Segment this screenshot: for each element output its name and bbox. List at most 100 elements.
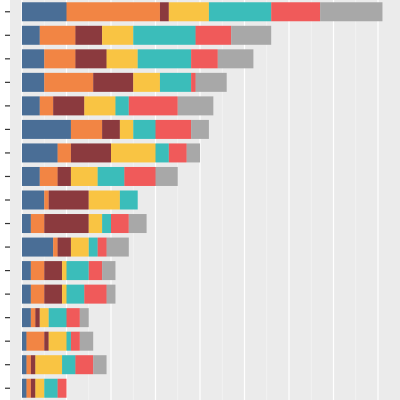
bar-segment: [22, 237, 54, 257]
bar-segment: [124, 166, 156, 186]
bar-segment: [30, 378, 36, 398]
bar-segment: [62, 355, 76, 375]
bar-segment: [102, 119, 120, 139]
bar-segment: [57, 143, 71, 163]
bar-segment: [30, 214, 45, 234]
bar-segment: [97, 166, 125, 186]
bar-segment: [75, 355, 94, 375]
y-axis: [5, 11, 10, 389]
bar-segment: [62, 284, 67, 304]
bar-segment: [22, 378, 27, 398]
bar-segment: [159, 72, 192, 92]
bar-segment: [133, 119, 156, 139]
bar-segment: [195, 72, 227, 92]
bar-segment: [35, 355, 63, 375]
bar-segment: [70, 237, 89, 257]
bar-segment: [44, 190, 49, 210]
bar-segment: [231, 25, 272, 45]
bar-segment: [102, 25, 134, 45]
bar-segment: [191, 72, 196, 92]
bar-segment: [88, 237, 98, 257]
bar-segment: [208, 2, 272, 22]
bar-segment: [111, 143, 156, 163]
bar-segment: [88, 214, 103, 234]
bars: [22, 2, 383, 398]
bar-segment: [66, 261, 89, 281]
bar-segment: [48, 308, 67, 328]
bar-segment: [48, 331, 67, 351]
bar-segment: [35, 308, 40, 328]
bar-segment: [93, 355, 107, 375]
bar-segment: [70, 331, 80, 351]
bar-segment: [22, 166, 40, 186]
bar-segment: [39, 96, 54, 116]
bar-segment: [70, 143, 111, 163]
bar-segment: [30, 284, 45, 304]
bar-segment: [22, 190, 45, 210]
bar-segment: [75, 25, 103, 45]
bar-segment: [66, 331, 71, 351]
bar-segment: [128, 96, 178, 116]
bar-segment: [30, 355, 36, 375]
bar-segment: [66, 2, 160, 22]
bar-segment: [22, 143, 58, 163]
bar-segment: [102, 214, 111, 234]
bar-segment: [93, 72, 134, 92]
bar-segment: [39, 308, 49, 328]
bar-segment: [128, 214, 147, 234]
bar-segment: [22, 25, 40, 45]
bar-segment: [217, 49, 254, 69]
bar-segment: [88, 261, 103, 281]
bar-segment: [177, 96, 214, 116]
bar-segment: [22, 96, 40, 116]
bar-segment: [44, 214, 89, 234]
bar-segment: [22, 72, 45, 92]
bar-segment: [84, 284, 107, 304]
bar-segment: [119, 190, 138, 210]
bar-segment: [22, 284, 31, 304]
bar-segment: [84, 96, 116, 116]
bar-segment: [26, 331, 45, 351]
bar-segment: [106, 49, 138, 69]
bar-segment: [22, 308, 31, 328]
bar-segment: [106, 284, 116, 304]
bar-segment: [111, 214, 129, 234]
bar-segment: [44, 72, 94, 92]
bar-segment: [22, 261, 31, 281]
bar-segment: [106, 237, 129, 257]
bar-segment: [22, 214, 31, 234]
bar-segment: [39, 25, 76, 45]
bar-segment: [155, 143, 169, 163]
bar-segment: [137, 49, 192, 69]
bar-segment: [44, 261, 63, 281]
bar-segment: [102, 261, 116, 281]
bar-segment: [22, 355, 27, 375]
bar-segment: [53, 237, 58, 257]
bar-segment: [186, 143, 200, 163]
bar-segment: [119, 119, 134, 139]
bar-segment: [191, 49, 218, 69]
bar-segment: [44, 284, 63, 304]
bar-segment: [70, 166, 98, 186]
bar-segment: [35, 378, 45, 398]
bar-segment: [97, 237, 107, 257]
bar-segment: [62, 261, 67, 281]
bar-segment: [155, 119, 192, 139]
bar-segment: [271, 2, 321, 22]
bar-segment: [26, 378, 31, 398]
bar-segment: [168, 2, 209, 22]
bar-segment: [66, 308, 80, 328]
bar-segment: [44, 331, 49, 351]
bar-segment: [195, 25, 232, 45]
bar-segment: [53, 96, 85, 116]
bar-segment: [30, 308, 36, 328]
bar-segment: [48, 190, 89, 210]
bar-segment: [115, 96, 129, 116]
bar-segment: [88, 190, 120, 210]
bar-segment: [44, 378, 58, 398]
bar-segment: [44, 49, 76, 69]
bar-segment: [79, 331, 94, 351]
bar-segment: [159, 2, 169, 22]
bar-segment: [39, 166, 58, 186]
